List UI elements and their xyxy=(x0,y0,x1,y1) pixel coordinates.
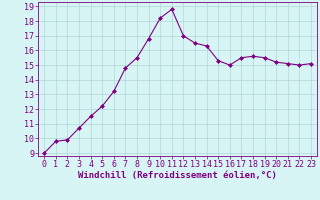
X-axis label: Windchill (Refroidissement éolien,°C): Windchill (Refroidissement éolien,°C) xyxy=(78,171,277,180)
